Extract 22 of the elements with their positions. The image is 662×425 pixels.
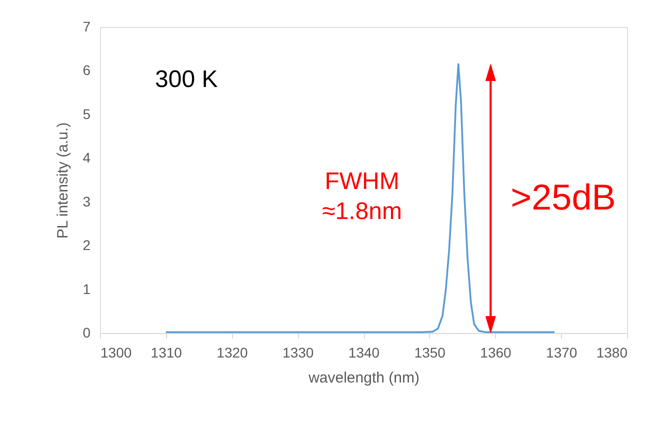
- x-axis-title: wavelength (nm): [308, 370, 420, 386]
- y-tick-label: 3: [82, 193, 91, 210]
- x-tick-label: 1320: [216, 344, 248, 360]
- x-tick-label: 1300: [100, 344, 132, 360]
- y-tick-label: 5: [82, 106, 91, 122]
- y-tick-label: 0: [82, 324, 91, 340]
- annotation: FWHM ≈1.8nm: [322, 168, 402, 225]
- x-tick-label: 1330: [282, 344, 314, 360]
- y-tick-label: 2: [82, 237, 91, 254]
- y-tick-label: 7: [82, 18, 91, 34]
- x-tick-label: 1310: [150, 344, 182, 360]
- x-tick-label: 1350: [414, 344, 446, 360]
- x-tick-label: 1370: [546, 344, 578, 360]
- y-tick-label: 6: [82, 62, 91, 78]
- annotation: 300 K: [155, 66, 218, 93]
- y-axis-title: PL intensity (a.u.): [54, 122, 72, 239]
- x-tick-label: 1340: [348, 344, 380, 360]
- ref-line-label: >25dB: [510, 176, 616, 218]
- x-tick-label: 1380: [596, 344, 628, 360]
- y-tick-label: 1: [82, 280, 91, 297]
- y-tick-label: 4: [82, 150, 91, 166]
- x-tick-label: 1360: [480, 344, 512, 360]
